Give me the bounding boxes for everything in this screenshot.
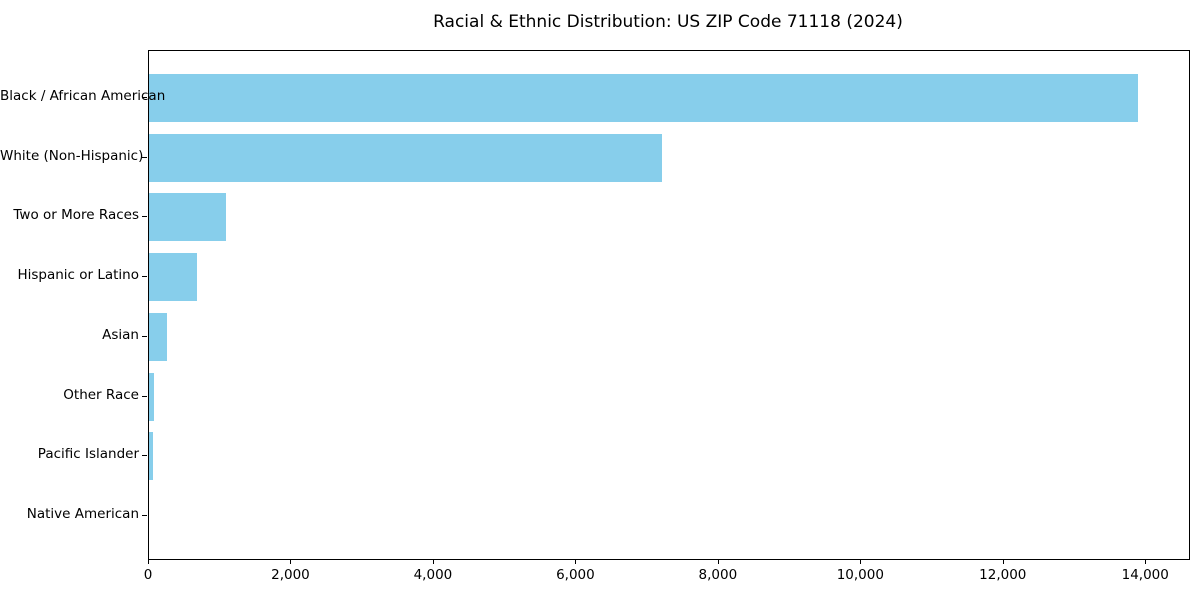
bar (149, 253, 198, 302)
bar (149, 432, 153, 481)
y-tick-label: Pacific Islander (37, 446, 139, 463)
bar (149, 133, 662, 182)
y-tick-mark (142, 156, 147, 158)
x-tick-label: 10,000 (836, 567, 884, 583)
x-tick-label: 8,000 (698, 567, 738, 583)
y-tick-label: Black / African American (0, 88, 166, 104)
x-tick-mark (290, 559, 292, 564)
x-tick-mark (575, 559, 577, 564)
x-tick-label: 14,000 (1121, 567, 1169, 583)
y-tick-mark (142, 97, 147, 98)
y-tick-label: Asian (102, 326, 139, 343)
bar (149, 372, 155, 421)
y-tick-label: Native American (26, 505, 139, 522)
bar (149, 74, 1138, 122)
y-tick-label: Other Race (63, 386, 139, 403)
x-tick-mark (432, 559, 434, 564)
x-tick-mark (717, 559, 719, 564)
y-tick-label: White (Non-Hispanic) (0, 147, 144, 164)
x-tick-mark (1145, 559, 1147, 564)
y-tick-mark (142, 514, 147, 516)
y-tick-mark (142, 335, 147, 337)
y-tick-mark (142, 276, 147, 278)
x-tick-label: 2,000 (271, 567, 310, 583)
y-tick-mark (142, 216, 147, 218)
x-tick-mark (860, 559, 862, 564)
x-tick-label: 0 (143, 567, 153, 583)
y-tick-mark (142, 455, 147, 457)
x-tick-label: 6,000 (556, 567, 595, 583)
x-tick-label: 4,000 (413, 567, 453, 583)
y-tick-label: Two or More Races (13, 207, 139, 224)
chart-title: Racial & Ethnic Distribution: US ZIP Cod… (433, 12, 903, 32)
bar (149, 312, 167, 361)
plot-area (148, 50, 1190, 560)
y-tick-mark (142, 395, 147, 397)
x-tick-label: 12,000 (979, 567, 1027, 583)
y-tick-label: Hispanic or Latino (17, 267, 139, 284)
bar (149, 193, 226, 242)
x-tick-mark (148, 559, 149, 564)
x-tick-mark (1002, 559, 1004, 564)
